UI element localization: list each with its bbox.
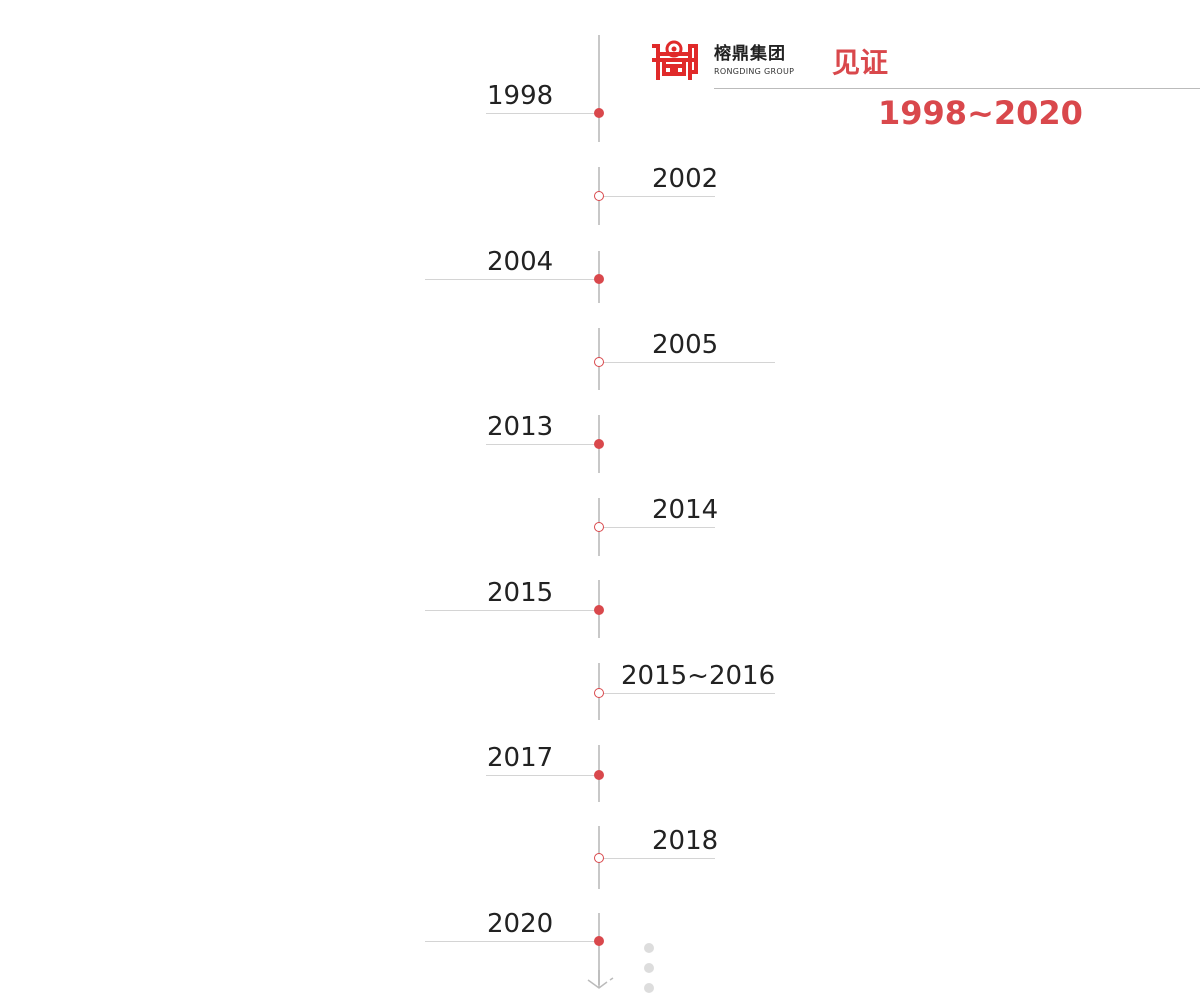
timeline-marker-solid[interactable]	[594, 770, 604, 780]
logo-chinese-name: 榕鼎集团	[714, 44, 786, 64]
timeline-connector	[599, 196, 715, 197]
timeline-year[interactable]: 2020	[487, 909, 554, 939]
timeline-year[interactable]: 2017	[487, 743, 554, 773]
vertical-dots-icon[interactable]	[644, 963, 654, 973]
rongding-logo-icon	[650, 40, 698, 90]
timeline-connector	[486, 113, 599, 114]
timeline-marker-hollow[interactable]	[594, 688, 604, 698]
timeline-marker-hollow[interactable]	[594, 357, 604, 367]
header-divider	[714, 88, 1200, 89]
timeline-marker-hollow[interactable]	[594, 853, 604, 863]
timeline-marker-solid[interactable]	[594, 108, 604, 118]
timeline-connector	[486, 775, 599, 776]
timeline-connector	[599, 527, 715, 528]
timeline-marker-solid[interactable]	[594, 936, 604, 946]
timeline-marker-hollow[interactable]	[594, 191, 604, 201]
timeline-marker-hollow[interactable]	[594, 522, 604, 532]
timeline-connector	[425, 941, 599, 942]
arrow-down-icon	[584, 970, 616, 996]
timeline-connector	[425, 279, 599, 280]
vertical-dots-icon[interactable]	[644, 983, 654, 993]
timeline-connector	[599, 693, 775, 694]
timeline-connector	[599, 858, 715, 859]
timeline-connector	[486, 444, 599, 445]
vertical-dots-icon[interactable]	[644, 943, 654, 953]
timeline-marker-solid[interactable]	[594, 439, 604, 449]
timeline-year[interactable]: 2015~2016	[621, 661, 776, 691]
timeline-year[interactable]: 2014	[652, 495, 719, 525]
year-range: 1998~2020	[878, 94, 1083, 132]
timeline-year[interactable]: 1998	[487, 81, 554, 111]
timeline-year[interactable]: 2005	[652, 330, 719, 360]
timeline-year[interactable]: 2004	[487, 247, 554, 277]
timeline-year[interactable]: 2018	[652, 826, 719, 856]
page-title: 见证	[832, 46, 889, 79]
timeline-marker-solid[interactable]	[594, 605, 604, 615]
logo-english-name: RONGDING GROUP	[714, 67, 795, 76]
timeline-year[interactable]: 2013	[487, 412, 554, 442]
timeline-year[interactable]: 2015	[487, 578, 554, 608]
timeline-connector	[599, 362, 775, 363]
timeline-year[interactable]: 2002	[652, 164, 719, 194]
timeline-connector	[425, 610, 599, 611]
timeline-segment	[598, 913, 600, 985]
timeline-segment	[598, 35, 600, 142]
timeline-marker-solid[interactable]	[594, 274, 604, 284]
